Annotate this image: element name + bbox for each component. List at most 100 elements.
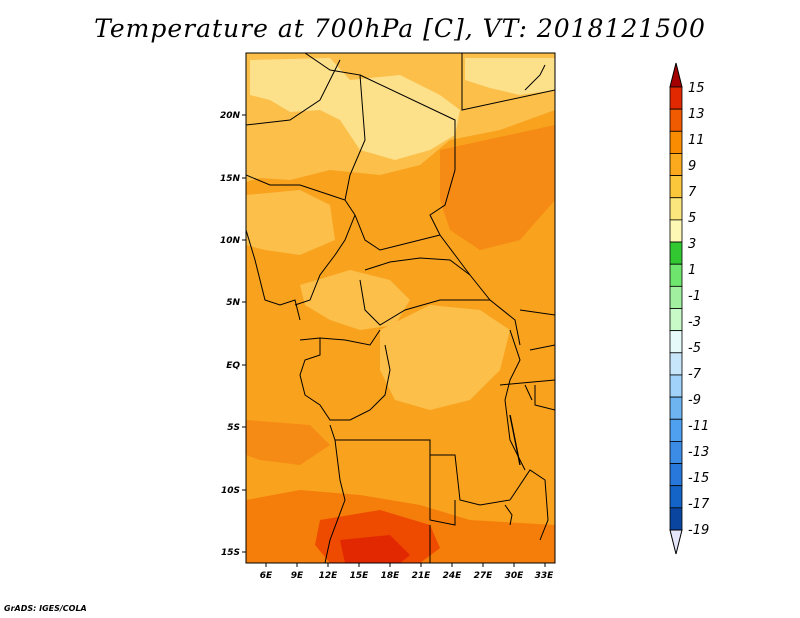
boundary-line: [509, 469, 549, 541]
field-sudan-deep: [440, 125, 555, 250]
colorbar-box: [669, 153, 683, 176]
lat-label: 5S: [227, 423, 240, 433]
colorbar-box: [669, 241, 683, 265]
lake-mweru: [504, 504, 513, 526]
colorbar-label: 1: [688, 263, 696, 278]
colorbar-bottom-arrow: [669, 529, 683, 555]
colorbar-box: [669, 263, 683, 287]
map-frame: [245, 52, 556, 564]
boundary-line: [534, 385, 555, 411]
lon-label: 27E: [474, 571, 494, 581]
colorbar-label: 15: [688, 81, 705, 96]
map-title: Temperature at 700hPa [C], VT: 201812150…: [94, 14, 706, 43]
lon-label: 15E: [350, 571, 370, 581]
grads-credit: GrADS: IGES/COLA: [4, 604, 87, 613]
boundary-line: [299, 338, 391, 421]
colorbar-box: [669, 485, 683, 509]
boundary-line: [499, 379, 555, 386]
colorbar-label: 5: [688, 211, 696, 226]
lon-label: 33E: [535, 571, 555, 581]
lat-label: 5N: [226, 298, 240, 308]
temperature-field: [246, 53, 555, 563]
field-south-hottest: [340, 535, 410, 563]
colorbar-label: 9: [688, 159, 696, 174]
lake-kivu: [524, 384, 533, 401]
colorbar-label: 3: [688, 237, 696, 252]
colorbar-label: -3: [688, 315, 701, 330]
colorbar-box: [669, 330, 683, 354]
field-angola-deep: [246, 420, 330, 465]
colorbar-box: [669, 86, 683, 110]
colorbar-box: [669, 418, 683, 442]
colorbar-label: -17: [688, 497, 710, 512]
colorbar-boxes: [669, 86, 683, 531]
colorbar-box: [669, 130, 683, 154]
colorbar-box: [669, 440, 683, 464]
field-west-light: [246, 190, 335, 255]
lat-label: 10S: [221, 486, 240, 496]
colorbar-label: -7: [688, 367, 702, 382]
colorbar-label: -9: [688, 393, 701, 408]
colorbar-box: [669, 352, 683, 376]
lat-label: 10N: [220, 236, 241, 246]
lat-labels: 20N 15N 10N 5N EQ 5S 10S 15S: [220, 111, 241, 558]
field-northeast-pale: [465, 58, 555, 95]
colorbar-label: 11: [688, 133, 705, 148]
colorbar-box: [669, 175, 683, 199]
boundary-line: [519, 309, 555, 316]
colorbar-box: [669, 507, 683, 531]
colorbar-label: -13: [688, 445, 709, 460]
field-central-light: [300, 270, 410, 330]
lake-tanganyika: [509, 414, 521, 466]
field-sahara-pale: [250, 58, 460, 160]
boundary-line: [354, 214, 441, 251]
colorbar-labels: 15 13 11 9 7 5 3 1 -1 -3 -5 -7 -9 -11 -1…: [688, 81, 710, 538]
lon-label: 12E: [319, 571, 339, 581]
boundary-line: [504, 329, 526, 471]
boundary-line: [429, 455, 456, 526]
colorbar-label: -19: [688, 523, 709, 538]
colorbar-label: -11: [688, 419, 709, 434]
lon-label: 6E: [260, 571, 273, 581]
colorbar-label: -15: [688, 471, 709, 486]
colorbar-label: 13: [688, 107, 705, 122]
colorbar-box: [669, 374, 683, 398]
boundary-line: [364, 257, 471, 276]
boundary-line: [304, 53, 366, 201]
boundary-line: [299, 329, 381, 346]
boundary-line: [529, 344, 555, 351]
country-boundaries: [246, 53, 555, 563]
boundary-line: [524, 64, 546, 91]
boundary-line: [359, 279, 521, 346]
colorbar-label: 7: [688, 185, 697, 200]
colorbar-box: [669, 219, 683, 243]
lat-label: EQ: [226, 361, 240, 371]
lon-label: 18E: [381, 571, 401, 581]
lon-label: 21E: [412, 571, 432, 581]
colorbar-box: [669, 108, 683, 132]
lon-label: 24E: [443, 571, 463, 581]
lon-label: 9E: [291, 571, 304, 581]
lat-label: 15S: [221, 548, 240, 558]
colorbar-label: -5: [688, 341, 701, 356]
color-bar: 15 13 11 9 7 5 3 1 -1 -3 -5 -7 -9 -11 -1…: [669, 62, 710, 555]
boundary-line: [246, 59, 341, 126]
coastline: [246, 229, 301, 321]
field-congo-light: [380, 305, 510, 410]
lat-label: 20N: [220, 111, 241, 121]
lon-label: 30E: [505, 571, 525, 581]
colorbar-box: [669, 285, 683, 309]
colorbar-top-arrow: [669, 62, 683, 88]
lat-label: 15N: [220, 174, 241, 184]
colorbar-box: [669, 308, 683, 332]
colorbar-box: [669, 197, 683, 221]
colorbar-label: -1: [688, 289, 701, 304]
lon-labels: 6E 9E 12E 15E 18E 21E 24E 27E 30E 33E: [260, 571, 554, 581]
boundary-line: [246, 174, 356, 216]
boundary-line: [461, 53, 555, 111]
boundary-line: [294, 214, 356, 306]
colorbar-box: [669, 396, 683, 420]
boundary-line: [359, 74, 491, 301]
lat-ticks: [242, 114, 246, 553]
